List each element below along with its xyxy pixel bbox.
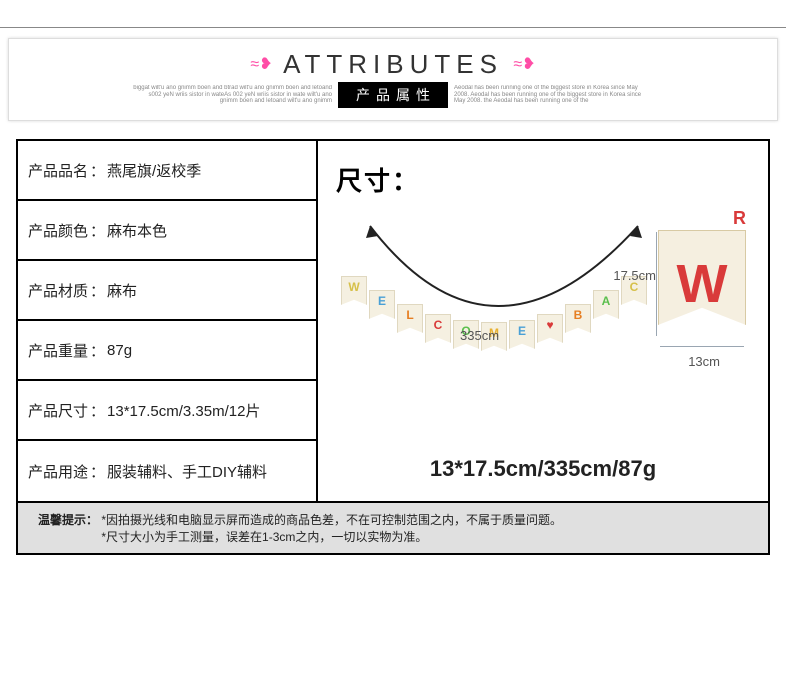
size-summary: 13*17.5cm/335cm/87g <box>330 456 756 482</box>
footer-line2: *尺寸大小为手工测量，误差在1-3cm之内，一切以实物为准。 <box>101 530 427 544</box>
length-label: 335cm <box>460 328 499 343</box>
big-flag-letter: W <box>677 253 728 315</box>
spec-value: 87g <box>107 342 132 359</box>
header-sub-row: biggat wilt'u ano gnimm boen and btrad w… <box>9 82 777 108</box>
size-diagram: WELCOME♥BAC 335cm R 17.5cm W 13cm <box>330 206 756 436</box>
attributes-title: ATTRIBUTES <box>283 49 503 80</box>
small-flag: W <box>341 276 367 310</box>
spec-value: 服装辅料、手工DIY辅料 <box>107 461 267 482</box>
specs-table: 产品品名：燕尾旗/返校季产品颜色：麻布本色产品材质：麻布产品重量：87g产品尺寸… <box>18 141 318 501</box>
flag-height-label: 17.5cm <box>600 268 656 283</box>
footer-label: 温馨提示： <box>38 513 98 527</box>
header-card: ≈❥ ATTRIBUTES ≈❥ biggat wilt'u ano gnimm… <box>8 38 778 121</box>
colon: ： <box>88 461 107 482</box>
diagram-panel: 尺寸： WELCOME♥BAC 335cm R 17.5cm W 13cm 13… <box>318 141 768 501</box>
spec-row: 产品尺寸：13*17.5cm/3.35m/12片 <box>18 381 316 441</box>
spec-label: 产品品名 <box>28 160 88 181</box>
spec-value: 13*17.5cm/3.35m/12片 <box>107 400 260 421</box>
spec-value: 燕尾旗/返校季 <box>107 160 201 181</box>
spec-label: 产品颜色 <box>28 220 88 241</box>
dim-w-line-icon <box>660 346 744 347</box>
bow-icon-right: ≈❥ <box>507 56 541 73</box>
scribble-left: biggat wilt'u ano gnimm boen and btrad w… <box>132 85 332 105</box>
colon: ： <box>88 160 107 181</box>
header-badge: 产品属性 <box>338 82 448 108</box>
dim-h-line-icon <box>656 232 657 336</box>
bow-icon-left: ≈❥ <box>244 56 278 73</box>
colon: ： <box>88 220 107 241</box>
spec-label: 产品用途 <box>28 461 88 482</box>
spec-row: 产品重量：87g <box>18 321 316 381</box>
top-divider <box>0 0 786 28</box>
footer-note: 温馨提示： *因拍摄光线和电脑显示屏而造成的商品色差，不在可控制范围之内，不属于… <box>16 503 770 555</box>
corner-letter: R <box>733 208 746 229</box>
footer-line1: *因拍摄光线和电脑显示屏而造成的商品色差，不在可控制范围之内，不属于质量问题。 <box>101 513 562 527</box>
spec-row: 产品用途：服装辅料、手工DIY辅料 <box>18 441 316 501</box>
spec-value: 麻布 <box>107 280 137 301</box>
spec-row: 产品品名：燕尾旗/返校季 <box>18 141 316 201</box>
main-panel: 产品品名：燕尾旗/返校季产品颜色：麻布本色产品材质：麻布产品重量：87g产品尺寸… <box>16 139 770 503</box>
header-title-row: ≈❥ ATTRIBUTES ≈❥ <box>9 49 777 80</box>
spec-value: 麻布本色 <box>107 220 167 241</box>
colon: ： <box>88 280 107 301</box>
size-title: 尺寸： <box>336 161 756 198</box>
spec-label: 产品材质 <box>28 280 88 301</box>
spec-row: 产品材质：麻布 <box>18 261 316 321</box>
colon: ： <box>88 400 107 421</box>
colon: ： <box>88 340 107 361</box>
spec-label: 产品重量 <box>28 340 88 361</box>
spec-label: 产品尺寸 <box>28 400 88 421</box>
scribble-right: Aeodal has been running one of the bigge… <box>454 85 654 105</box>
big-flag: W <box>658 230 746 338</box>
spec-row: 产品颜色：麻布本色 <box>18 201 316 261</box>
flag-width-label: 13cm <box>688 354 720 369</box>
